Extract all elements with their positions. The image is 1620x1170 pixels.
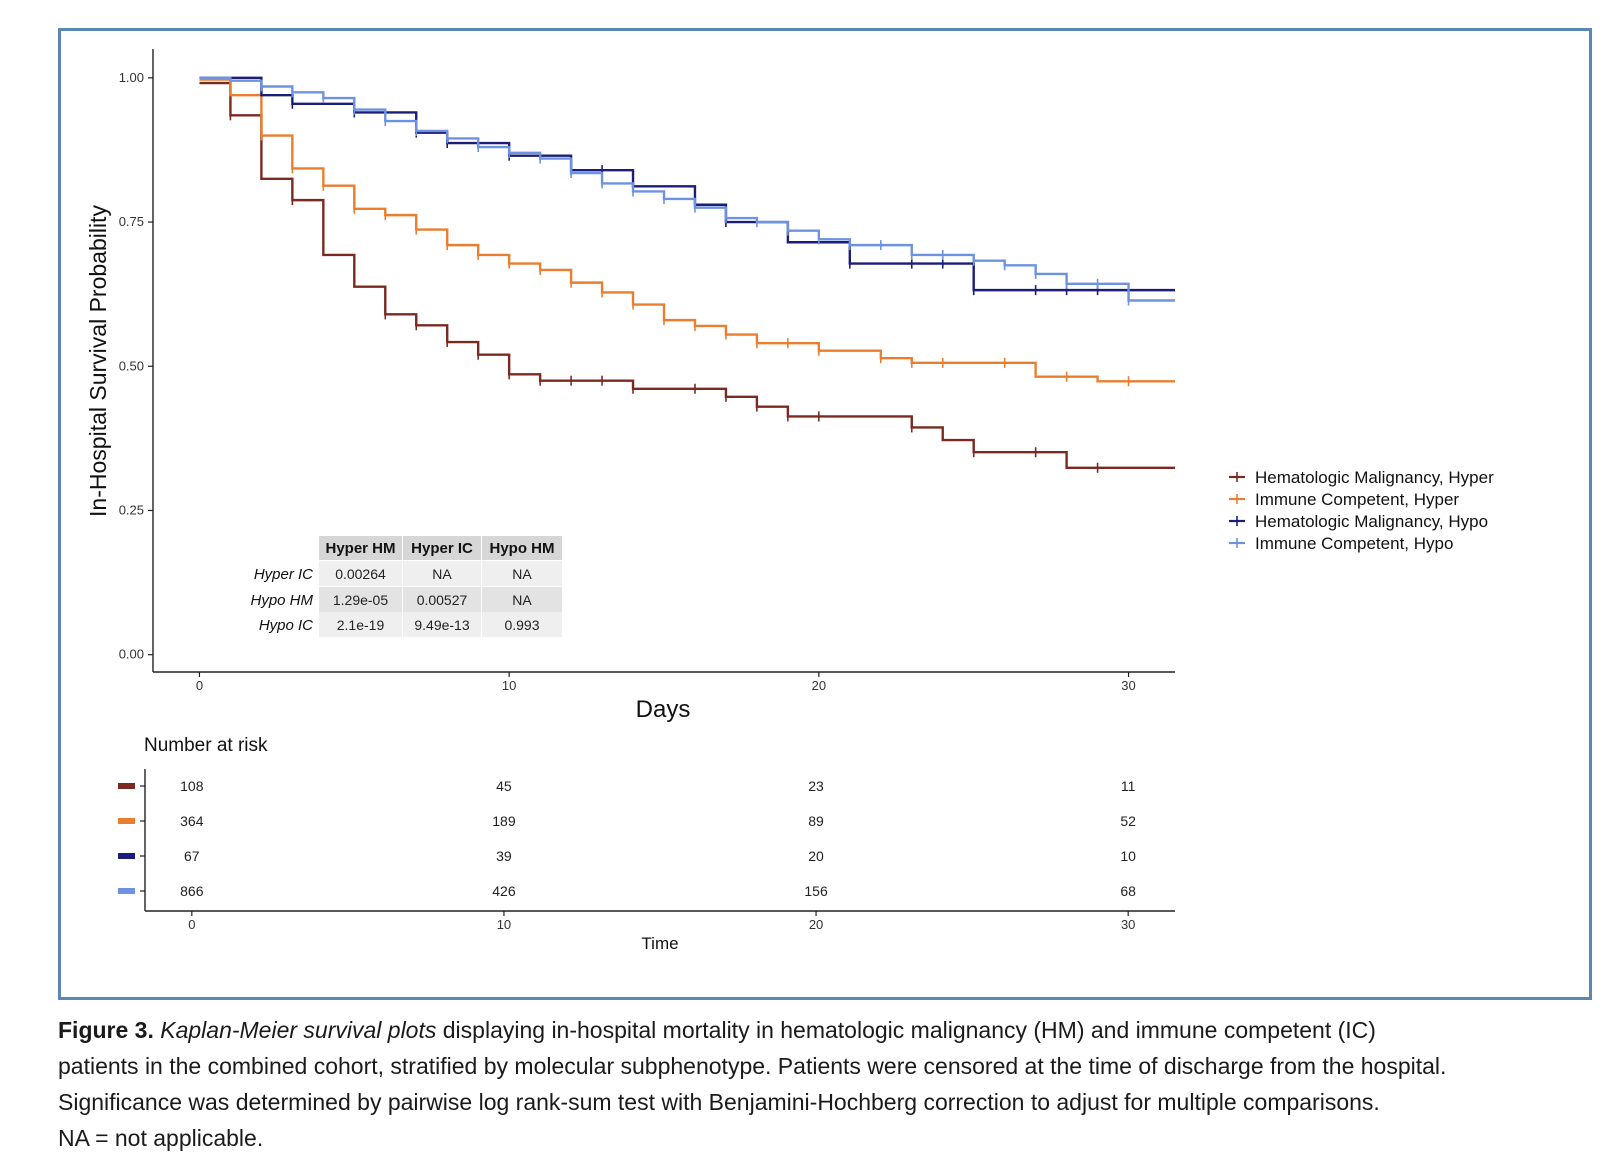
risk-count: 23: [808, 778, 824, 794]
figure-frame: 0.00 0.25 0.50 0.75 1.00 0 10 20 30 Hyper HM Hype…: [58, 28, 1592, 1000]
pvalue-cell-bg: [482, 587, 562, 612]
risk-count: 68: [1120, 883, 1136, 899]
risk-count: 45: [496, 778, 512, 794]
figure-title: Kaplan-Meier survival plots: [160, 1017, 437, 1043]
survival-line: [199, 76, 1175, 292]
y-tick-label: 0.25: [119, 502, 144, 517]
y-tick-label: 1.00: [119, 70, 144, 85]
legend-label: Immune Competent, Hyper: [1255, 490, 1459, 509]
pvalue-cell-bg: [319, 587, 402, 612]
pvalue-cell: 0.00264: [335, 566, 386, 582]
pvalue-cell: 2.1e-19: [337, 617, 385, 633]
pvalue-cell: 1.29e-05: [333, 592, 388, 608]
caption-line-1: Figure 3. Kaplan-Meier survival plots di…: [58, 1012, 1598, 1048]
risk-count: 866: [180, 883, 204, 899]
x-tick-label: 30: [1121, 678, 1135, 693]
figure-caption: Figure 3. Kaplan-Meier survival plots di…: [58, 1012, 1598, 1156]
risk-count: 39: [496, 848, 512, 864]
pvalue-row-label: Hyper IC: [254, 566, 313, 583]
pvalue-table: Hyper HM Hyper IC Hypo HM Hyper IC 0.00264 NA…: [250, 536, 562, 637]
legend: Hematologic Malignancy, Hyper Immune Comp…: [1229, 468, 1494, 553]
caption-line-3: Significance was determined by pairwise …: [58, 1089, 1380, 1115]
risk-count: 364: [180, 813, 204, 829]
pvalue-row-label: Hypo HM: [250, 592, 313, 609]
survival-line: [199, 78, 1175, 383]
legend-label: Hematologic Malignancy, Hypo: [1255, 512, 1488, 531]
x-axis-label: Days: [636, 696, 691, 723]
risk-count: 189: [492, 813, 516, 829]
risk-count: 89: [808, 813, 824, 829]
risk-x-tick-label: 20: [809, 917, 823, 932]
risk-row-swatch: [118, 853, 135, 859]
risk-row-swatch: [118, 783, 135, 789]
risk-count: 108: [180, 778, 204, 794]
pvalue-cell: NA: [512, 592, 532, 608]
risk-count: 156: [804, 883, 828, 899]
pvalue-cell: NA: [432, 566, 452, 582]
pvalue-col-header: Hyper IC: [411, 540, 473, 557]
x-tick-label: 0: [196, 678, 203, 693]
risk-count: 10: [1120, 848, 1136, 864]
pvalue-row-label: Hypo IC: [259, 617, 313, 634]
pvalue-cell-bg: [403, 561, 481, 586]
risk-table: 108 45 23 11 364 189 89 52 67 39 20 10 866 426 156 68 0 1…: [118, 769, 1175, 932]
series-4: [199, 76, 1175, 306]
risk-count: 52: [1120, 813, 1136, 829]
pvalue-header-cell: [319, 536, 402, 560]
pvalue-cell-bg: [319, 612, 402, 637]
figure-label: Figure 3.: [58, 1017, 154, 1043]
series-1: [199, 81, 1175, 473]
pvalue-header-cell: [482, 536, 562, 560]
risk-table-title: Number at risk: [144, 735, 268, 756]
risk-row-swatch: [118, 888, 135, 894]
risk-x-tick-label: 10: [497, 917, 511, 932]
x-tick-label: 20: [812, 678, 826, 693]
pvalue-cell: NA: [512, 566, 532, 582]
risk-table-x-label: Time: [641, 934, 678, 953]
risk-count: 11: [1121, 778, 1136, 794]
y-tick-label: 0.00: [119, 647, 144, 662]
kaplan-meier-chart: 0.000.250.500.751.000 10 20 30 Hyper HM Hype…: [85, 49, 1494, 953]
x-tick-label: 10: [502, 678, 516, 693]
risk-row-swatch: [118, 818, 135, 824]
risk-x-tick-label: 30: [1121, 917, 1135, 932]
pvalue-cell-bg: [482, 612, 562, 637]
pvalue-cell-bg: [482, 561, 562, 586]
y-tick-label: 0.75: [119, 214, 144, 229]
series-2: [199, 78, 1175, 387]
y-axis-label: In-Hospital Survival Probability: [85, 205, 111, 517]
pvalue-cell-bg: [403, 587, 481, 612]
survival-line: [199, 76, 1175, 302]
pvalue-col-header: Hypo HM: [490, 540, 555, 557]
legend-label: Hematologic Malignancy, Hyper: [1255, 468, 1494, 487]
caption-line-2: patients in the combined cohort, stratif…: [58, 1053, 1447, 1079]
risk-count: 20: [808, 848, 824, 864]
survival-curves: [199, 76, 1175, 473]
pvalue-header-cell: [403, 536, 481, 560]
legend-label: Immune Competent, Hypo: [1255, 534, 1453, 553]
pvalue-cell-bg: [319, 561, 402, 586]
main-plot-axes: 0.00 0.25 0.50 0.75 1.00 0 10 20 30: [119, 49, 1175, 693]
pvalue-col-header: Hyper HM: [325, 540, 395, 557]
risk-count: 426: [492, 883, 516, 899]
pvalue-cell: 0.00527: [417, 592, 468, 608]
survival-line: [199, 81, 1175, 469]
pvalue-cell: 9.49e-13: [414, 617, 469, 633]
risk-count: 67: [184, 848, 200, 864]
y-tick-label: 0.50: [119, 358, 144, 373]
caption-line-1-rest: displaying in-hospital mortality in hema…: [436, 1017, 1376, 1043]
pvalue-cell: 0.993: [504, 617, 539, 633]
caption-line-4: NA = not applicable.: [58, 1125, 264, 1151]
risk-x-tick-label: 0: [188, 917, 195, 932]
pvalue-cell-bg: [403, 612, 481, 637]
